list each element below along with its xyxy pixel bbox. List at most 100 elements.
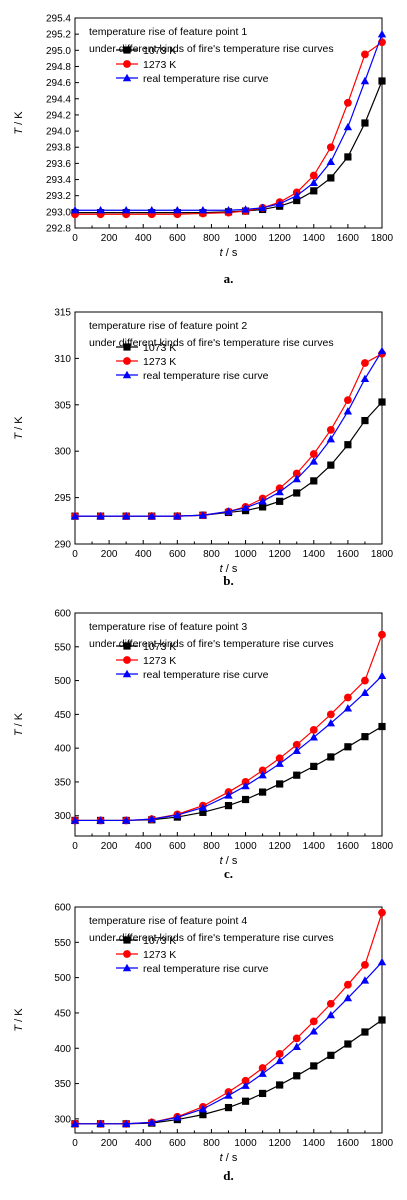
data-point [275, 199, 284, 207]
data-point [377, 671, 387, 680]
legend-marker [123, 357, 131, 365]
data-point [70, 1119, 80, 1128]
data-point [377, 29, 387, 38]
data-point [361, 1028, 369, 1036]
data-point [309, 1017, 318, 1026]
legend-marker [122, 963, 132, 972]
x-tick-label: 200 [101, 233, 118, 244]
data-point [258, 770, 267, 779]
y-tick-label: 600 [54, 609, 71, 620]
data-point [361, 119, 369, 127]
y-axis-var: T [13, 127, 25, 135]
data-point [241, 1076, 250, 1085]
data-point [293, 771, 301, 779]
data-point [275, 487, 284, 496]
x-tick-label: 1000 [234, 841, 257, 852]
data-point [293, 489, 301, 497]
y-axis-label: T / K [13, 712, 25, 736]
data-point [96, 206, 105, 214]
chart-annotation: temperature rise of feature point 4 [89, 915, 247, 927]
data-point [199, 1111, 207, 1119]
data-point [327, 174, 335, 182]
x-axis-label: t / s [220, 855, 238, 867]
y-tick-label: 295.2 [46, 30, 71, 41]
chart-panel-2: 0 200 400 600 800 1000 1200 1400 1600 1800 290 295 3… [13, 308, 394, 589]
data-point [259, 503, 267, 511]
x-tick-label: 1600 [337, 841, 360, 852]
x-tick-label: 1800 [371, 1138, 394, 1149]
x-tick-label: 800 [203, 549, 220, 560]
x-tick-label: 1400 [303, 1138, 326, 1149]
y-tick-label: 294.2 [46, 110, 71, 121]
data-point [344, 1040, 352, 1048]
data-point [326, 999, 335, 1008]
data-point [96, 816, 105, 824]
y-axis-unit: / K [13, 111, 25, 128]
data-point [293, 196, 301, 205]
data-point [241, 205, 250, 213]
data-point [309, 457, 318, 465]
x-tick-label: 1600 [337, 549, 360, 560]
data-point [241, 1097, 250, 1105]
legend: 1073 K 1273 K real temperature rise curve [116, 641, 269, 681]
x-tick-label: 600 [169, 233, 186, 244]
x-tick-label: 0 [72, 233, 78, 244]
legend-label: real temperature rise curve [143, 370, 269, 382]
x-tick-label: 1600 [337, 233, 360, 244]
data-point [309, 726, 318, 734]
y-tick-label: 300 [54, 811, 71, 822]
y-tick-label: 290 [54, 540, 71, 551]
data-point [70, 511, 80, 520]
chart-panel-3: 0 200 400 600 800 1000 1200 1400 1600 1800 300 350 4… [13, 609, 394, 882]
legend-label: 1073 K [143, 935, 176, 947]
y-tick-label: 400 [54, 744, 71, 755]
y-axis-label: T / K [13, 1008, 25, 1032]
data-point [70, 206, 80, 214]
data-point [378, 398, 386, 406]
data-point [70, 816, 80, 824]
y-tick-label: 292.8 [46, 224, 71, 235]
x-tick-label: 200 [101, 841, 118, 852]
data-point [121, 816, 131, 824]
legend-label: real temperature rise curve [143, 669, 269, 681]
y-tick-label: 294.0 [46, 127, 71, 138]
data-point [326, 425, 335, 434]
data-point [344, 441, 352, 449]
y-tick-label: 600 [54, 903, 71, 914]
data-point [173, 206, 182, 214]
data-point [378, 1016, 386, 1024]
panel-caption: b. [223, 573, 233, 588]
panel-caption: c. [224, 866, 233, 881]
x-tick-label: 1000 [234, 1138, 257, 1149]
data-point [343, 693, 352, 702]
y-tick-label: 315 [54, 308, 71, 319]
legend-marker [122, 370, 132, 379]
y-tick-label: 295.4 [46, 14, 71, 25]
data-point [258, 497, 267, 505]
x-tick-label: 800 [203, 841, 220, 852]
data-point [360, 688, 370, 696]
data-point [276, 497, 284, 505]
data-point [292, 191, 301, 199]
data-point [360, 374, 370, 383]
data-point [361, 359, 369, 367]
series-line [75, 401, 383, 517]
x-tick-label: 200 [101, 549, 118, 560]
legend-label: 1273 K [143, 949, 176, 961]
data-point [173, 511, 182, 520]
series-line [75, 675, 383, 822]
x-tick-label: 800 [203, 233, 220, 244]
data-point [327, 1051, 335, 1059]
data-point [258, 203, 267, 212]
y-tick-label: 293.6 [46, 159, 71, 170]
y-axis-var: T [13, 1024, 25, 1032]
legend-marker [123, 343, 131, 351]
data-point [275, 1050, 284, 1058]
data-point [258, 766, 267, 775]
y-tick-label: 293.0 [46, 207, 71, 218]
chart-panel-4: 0 200 400 600 800 1000 1200 1400 1600 1800 300 350 4… [13, 903, 394, 1184]
data-point [241, 781, 250, 790]
data-point [326, 434, 336, 443]
y-tick-label: 350 [54, 1079, 71, 1090]
chart-annotation: temperature rise of feature point 1 [89, 26, 247, 38]
